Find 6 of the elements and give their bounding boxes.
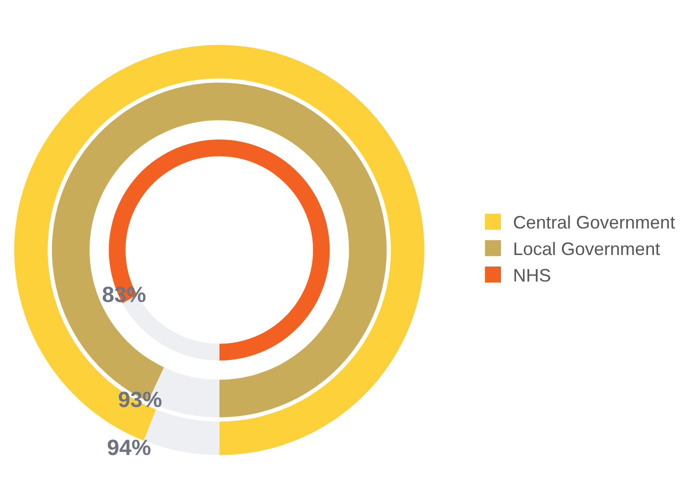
legend-label: NHS bbox=[513, 266, 552, 286]
legend-label: Local Government bbox=[513, 239, 660, 260]
donut-slice bbox=[52, 82, 387, 418]
donut-slice bbox=[14, 45, 424, 456]
data-label: 94% bbox=[107, 435, 152, 460]
legend-label: Central Government bbox=[513, 212, 676, 233]
